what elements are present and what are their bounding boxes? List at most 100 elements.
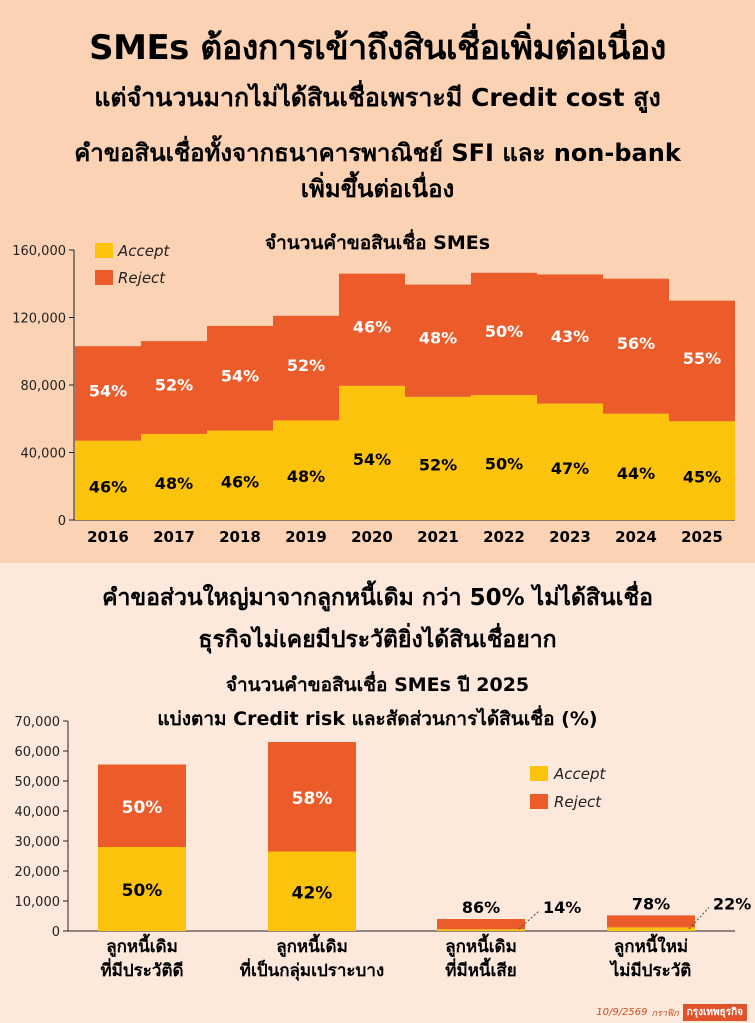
bar-reject-cat4 [607,915,695,928]
y-tick-label: 0 [52,925,60,940]
bar-reject-cat2 [268,742,356,852]
x-tick-label: ลูกหนี้เดิม [106,933,178,958]
chart1-title: จำนวนคำขอสินเชื่อ SMEs [264,232,491,254]
bar-accept-2019 [273,420,339,520]
bar-label-reject: 52% [155,376,193,395]
legend-label-accept: Accept [117,242,171,260]
bar-reject-2025 [669,300,735,422]
footer: 10/9/2569 กราฟิก กรุงเทพธุรกิจ [596,1004,747,1021]
bar-label-accept: 50% [122,881,163,901]
bar-label-reject: 50% [122,798,163,818]
y-tick-label: 10,000 [15,895,61,910]
bar-label-reject: 54% [89,381,127,400]
bar-accept-2018 [207,430,273,520]
x-tick-label: 2025 [681,528,723,546]
bar-label-accept: 52% [419,455,457,474]
bar-reject-2023 [537,274,603,404]
main-title: SMEs ต้องการเข้าถึงสินเชื่อเพิ่มต่อเนื่อ… [89,28,666,68]
legend-swatch-accept [95,243,113,258]
x-tick-label: ลูกหนี้เดิม [445,933,517,958]
bar-reject-2020 [339,273,405,386]
bar-accept-2025 [669,421,735,520]
bar-accept-2024 [603,413,669,520]
legend-swatch-reject [530,794,548,809]
bar-reject-2021 [405,284,471,397]
x-tick-label: 2021 [417,528,459,546]
x-tick-label: ที่มีประวัติดี [100,958,183,981]
legend-label-reject: Reject [118,269,166,287]
y-tick-label: 120,000 [12,312,66,327]
x-tick-label: ที่มีหนี้เสีย [445,957,516,981]
bar-reject-cat1 [98,764,186,847]
accept-leader-line [518,910,540,930]
bar-label-accept: 45% [683,468,721,487]
legend-label-reject: Reject [554,793,602,811]
bar-label-reject: 54% [221,366,259,385]
bar-reject-2024 [603,278,669,414]
bar-label-reject: 43% [551,327,589,346]
bar-label-reject: 48% [419,329,457,348]
bar-label-reject: 50% [485,322,523,341]
y-tick-label: 40,000 [21,447,67,462]
y-tick-label: 20,000 [15,865,61,880]
bar-label-reject: 46% [353,318,391,337]
bar-accept-cat1 [98,847,186,931]
bar-label-accept: 22% [713,894,751,913]
main-subtitle: แต่จำนวนมากไม่ได้สินเชื่อเพราะมี Credit … [94,83,661,112]
bar-label-reject: 52% [287,356,325,375]
footer-source: กราฟิก [651,1008,679,1019]
bar-accept-cat3 [437,929,525,931]
x-tick-label: 2019 [285,528,327,546]
bar-label-reject: 86% [462,898,500,917]
bar-reject-2022 [471,272,537,396]
legend-swatch-reject [95,270,113,285]
bar-reject-2017 [141,341,207,434]
y-tick-label: 50,000 [15,775,61,790]
x-tick-label: 2017 [153,528,195,546]
bar-reject-2018 [207,325,273,431]
x-tick-label: 2020 [351,528,393,546]
x-tick-label: 2022 [483,528,525,546]
bar-accept-2022 [471,395,537,520]
bar-label-reject: 58% [292,789,333,809]
bar-label-reject: 78% [632,894,670,913]
bar-accept-2021 [405,396,471,520]
section2-heading-line2: ธุรกิจไม่เคยมีประวัติยิ่งได้สินเชื่อยาก [198,627,557,653]
bar-label-accept: 46% [89,477,127,496]
section1-heading-line2: เพิ่มขึ้นต่อเนื่อง [300,175,455,203]
bar-accept-cat4 [607,927,695,931]
x-tick-label: 2024 [615,528,657,546]
bar-label-accept: 48% [155,474,193,493]
bar-label-accept: 46% [221,472,259,491]
bar-accept-2023 [537,403,603,520]
bar-label-accept: 48% [287,467,325,486]
footer-brand-logo: กรุงเทพธุรกิจ [682,1004,747,1021]
y-tick-label: 80,000 [21,379,67,394]
x-tick-label: ไม่มีประวัติ [609,960,692,981]
x-tick-label: ลูกหนี้ใหม่ [614,933,688,958]
bar-reject-cat3 [437,919,525,930]
y-tick-label: 70,000 [15,715,61,730]
bar-label-accept: 54% [353,450,391,469]
bar-reject-2016 [75,346,141,441]
bar-reject-2019 [273,315,339,421]
legend-swatch-accept [530,766,548,781]
x-tick-label: 2023 [549,528,591,546]
bar-label-accept: 44% [617,464,655,483]
x-tick-label: 2016 [87,528,129,546]
bar-label-reject: 56% [617,334,655,353]
bar-label-accept: 47% [551,459,589,478]
x-tick-label: 2018 [219,528,261,546]
bar-accept-2020 [339,385,405,520]
y-tick-label: 0 [58,514,66,529]
accept-leader-line [688,907,710,930]
bar-label-accept: 42% [292,883,333,903]
y-tick-label: 40,000 [15,805,61,820]
footer-date: 10/9/2569 [596,1007,648,1018]
x-tick-label: ลูกหนี้เดิม [276,933,348,958]
section2-heading-line1: คำขอส่วนใหญ่มาจากลูกหนี้เดิม กว่า 50% ไม… [102,585,653,611]
bar-accept-2016 [75,440,141,520]
section1-heading-line1: คำขอสินเชื่อทั้งจากธนาคารพาณิชย์ SFI และ… [74,139,681,167]
